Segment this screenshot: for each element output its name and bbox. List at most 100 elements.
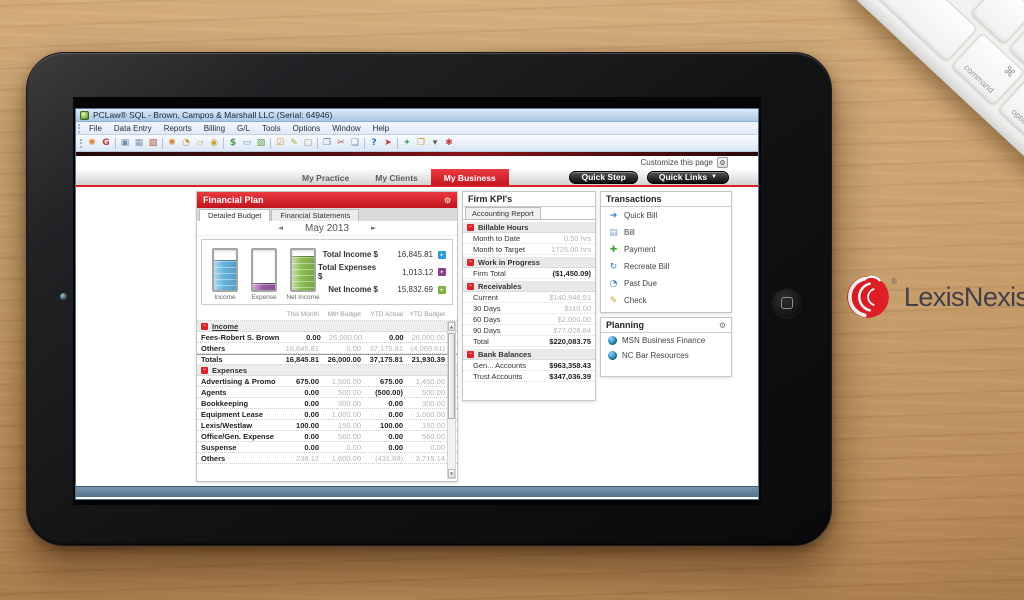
tab-my-practice[interactable]: My Practice	[302, 173, 350, 183]
menu-options[interactable]: Options	[292, 123, 321, 133]
kpi-section-label: Work in Progress	[478, 257, 540, 267]
exit-icon[interactable]: G	[102, 137, 110, 148]
copy-icon[interactable]: ❐	[322, 137, 332, 148]
menu-g-l[interactable]: G/L	[237, 123, 250, 133]
customize-gear-icon[interactable]: ⚙	[717, 157, 728, 168]
help-icon[interactable]: ?	[371, 137, 377, 148]
menu-reports[interactable]: Reports	[163, 123, 192, 133]
transaction-payment[interactable]: ✚ Payment	[601, 241, 731, 258]
kpi-row-firm-total: Firm Total ($1,450.09)	[463, 268, 595, 279]
picture-icon[interactable]: ▨	[256, 137, 266, 148]
payment-icon: ✚	[609, 244, 618, 255]
transaction-check[interactable]: ✎ Check	[601, 292, 731, 309]
cell-value: 0.00	[304, 398, 319, 408]
dropdown-icon[interactable]: ▾	[432, 137, 438, 148]
calendar-icon[interactable]: ▦	[134, 137, 144, 148]
collapse-icon[interactable]: −	[201, 366, 208, 374]
table-scrollbar[interactable]: ▲ ▼	[447, 321, 456, 479]
row-label: Office/Gen. Expense	[201, 431, 274, 441]
monitor-icon[interactable]: ▭	[242, 137, 252, 148]
money-icon[interactable]: $	[229, 137, 237, 148]
firm-kpis-title: Firm KPI's	[468, 194, 513, 204]
cell-value: 1,500.00	[331, 376, 361, 386]
collapse-icon[interactable]: −	[467, 223, 474, 231]
transaction-bill[interactable]: ▤ Bill	[601, 224, 731, 241]
kpi-value: $77,026.84	[553, 325, 591, 335]
edit-page-icon[interactable]: ✎	[290, 137, 298, 148]
paste-icon[interactable]: ❏	[350, 137, 360, 148]
toolbar-separator	[270, 137, 271, 149]
table-row-advertising-promo: Advertising & Promo 675.00 1,500.00 675.00 1…	[197, 376, 457, 387]
tab-my-business[interactable]: My Business	[430, 169, 509, 185]
cell-value: 0.00	[346, 343, 361, 353]
pointer-icon[interactable]: ➤	[384, 137, 392, 148]
menu-tools[interactable]: Tools	[261, 123, 281, 133]
panel-gear-icon[interactable]: ⚙	[443, 195, 451, 205]
quick-links-button[interactable]: Quick Links ▼	[646, 170, 729, 184]
quick-step-button[interactable]: Quick Step	[569, 170, 638, 184]
collapse-icon[interactable]: −	[201, 322, 208, 330]
transaction-quick-bill[interactable]: ➔ Quick Bill	[601, 207, 731, 224]
transaction-recreate-bill[interactable]: ↻ Recreate Bill	[601, 258, 731, 275]
customize-label[interactable]: Customize this page	[640, 158, 713, 167]
new-page-icon[interactable]: ▱	[196, 137, 204, 148]
menu-window[interactable]: Window	[332, 123, 361, 133]
appointment-icon[interactable]: ✺	[168, 137, 176, 148]
table-row-suspense: Suspense 0.00 0.00 0.00 0.00	[197, 442, 457, 453]
orange-task-icon[interactable]: ☑	[275, 137, 285, 148]
collapse-icon[interactable]: −	[467, 282, 474, 290]
cell-value: 300.00	[338, 398, 361, 408]
menu-help[interactable]: Help	[372, 123, 390, 133]
section-label[interactable]: Income	[212, 321, 239, 331]
practice-flower-icon[interactable]: ✺	[88, 137, 96, 148]
kpi-value: $2,000.00	[557, 314, 591, 324]
tab-my-clients[interactable]: My Clients	[375, 173, 418, 183]
menu-billing[interactable]: Billing	[203, 123, 226, 133]
planning-panel: Planning ⚙ MSN Business Finance NC Bar Re…	[600, 317, 732, 377]
settings-icon[interactable]: ✱	[445, 137, 453, 148]
transaction-past-due[interactable]: ◔ Past Due	[601, 275, 731, 292]
menu-file[interactable]: File	[89, 123, 102, 133]
prev-month-icon[interactable]: ◄	[277, 224, 284, 232]
accounting-report-tab[interactable]: Accounting Report	[465, 207, 541, 219]
clock-icon[interactable]: ◔	[182, 137, 190, 148]
fp-tab-financial-statements[interactable]: Financial Statements	[271, 209, 360, 221]
note-icon[interactable]: ▧	[148, 137, 158, 148]
cut-icon[interactable]: ✂	[337, 137, 345, 148]
planning-link-nc-bar-resources[interactable]: NC Bar Resources	[601, 348, 731, 363]
fp-tab-detailed-budget[interactable]: Detailed Budget	[199, 209, 271, 221]
planning-link-msn-business-finance[interactable]: MSN Business Finance	[601, 333, 731, 348]
briefcase-icon[interactable]: ▣	[120, 137, 130, 148]
windows-icon[interactable]: ❐	[416, 137, 426, 148]
kpi-value: $220,083.75	[549, 336, 591, 346]
scroll-down-icon[interactable]: ▼	[448, 469, 455, 478]
menu-data-entry[interactable]: Data Entry	[113, 123, 152, 133]
kpi-section-header: − Work in Progress	[463, 257, 595, 268]
page-icon[interactable]: ▢	[303, 137, 313, 148]
kpi-value: $140,946.91	[549, 292, 591, 302]
cell-value: (4,069.61)	[410, 343, 445, 353]
nav-bar: My Practice My Clients My Business Quick S…	[76, 169, 758, 187]
collapse-icon[interactable]: −	[467, 350, 474, 358]
section-label[interactable]: Expenses	[212, 365, 248, 375]
planning-gear-icon[interactable]: ⚙	[718, 320, 726, 330]
total-label: Net Income $	[328, 285, 378, 294]
kpi-label: 60 Days	[473, 314, 501, 324]
cell-value: 0.00	[304, 442, 319, 452]
collapse-icon[interactable]: −	[467, 258, 474, 266]
kpi-row-current: Current $140,946.91	[463, 292, 595, 303]
menu-bar: File Data Entry Reports Billing G/L Tools Opti…	[76, 122, 758, 135]
recreate-bill-icon: ↻	[609, 261, 618, 272]
scroll-thumb[interactable]	[448, 333, 455, 419]
lock-icon[interactable]: ◉	[210, 137, 218, 148]
table-row-lexis-westlaw: Lexis/Westlaw 100.00 150.00 100.00 150.00	[197, 420, 457, 431]
cell-value: 500.00	[338, 387, 361, 397]
quick-buttons: Quick Step Quick Links ▼	[569, 169, 758, 185]
total-row-total-expenses: Total Expenses $ 1,013.12 ▸	[318, 263, 446, 281]
row-label: Suspense	[201, 442, 237, 452]
scroll-up-icon[interactable]: ▲	[448, 322, 455, 331]
kpi-row-30-days: 30 Days $110.00	[463, 303, 595, 314]
toolbar-separator	[223, 137, 224, 149]
add-icon[interactable]: ✦	[403, 137, 411, 148]
next-month-icon[interactable]: ►	[370, 224, 377, 232]
